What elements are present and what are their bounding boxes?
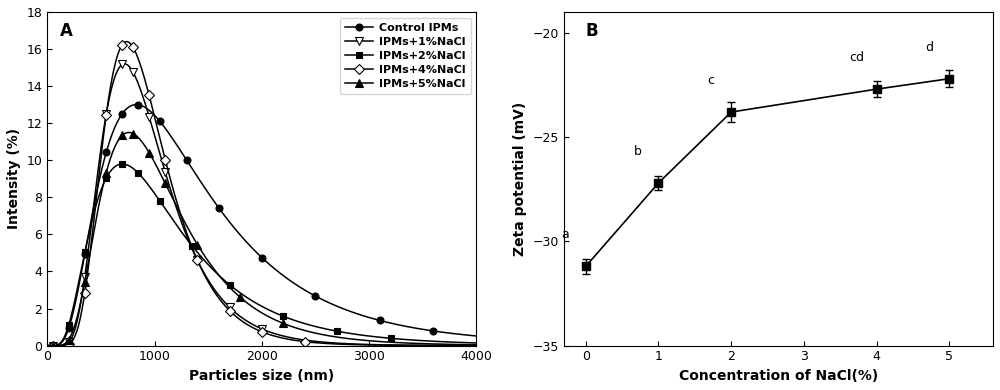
IPMs+4%NaCl (224, 308, 236, 313)
IPMs+1%NaCl (100, 112, 112, 116)
IPMs+5%NaCl (234, 295, 246, 300)
Y-axis label: Zeta potential (mV): Zeta potential (mV) (513, 102, 527, 256)
IPMs+5%NaCl (143, 150, 155, 155)
Text: d: d (925, 41, 933, 54)
Text: c: c (707, 74, 714, 87)
IPMs+2%NaCl (186, 243, 198, 248)
IPMs+5%NaCl (63, 337, 75, 342)
IPMs+5%NaCl (127, 131, 139, 136)
IPMs+4%NaCl (143, 93, 155, 98)
IPMs+1%NaCl (143, 114, 155, 119)
IPMs+4%NaCl (299, 339, 311, 344)
IPMs+5%NaCl (47, 343, 59, 348)
IPMs+2%NaCl (79, 250, 91, 255)
Control IPMs (154, 119, 166, 124)
Text: a: a (562, 229, 569, 241)
IPMs+1%NaCl (224, 305, 236, 310)
IPMs+1%NaCl (63, 340, 75, 345)
IPMs+1%NaCl (47, 343, 59, 348)
Legend: Control IPMs, IPMs+1%NaCl, IPMs+2%NaCl, IPMs+4%NaCl, IPMs+5%NaCl: Control IPMs, IPMs+1%NaCl, IPMs+2%NaCl, … (340, 18, 471, 94)
Control IPMs (427, 329, 439, 333)
Control IPMs (374, 318, 386, 323)
IPMs+5%NaCl (100, 170, 112, 175)
Control IPMs (116, 111, 128, 116)
IPMs+2%NaCl (132, 171, 144, 176)
X-axis label: Particles size (nm): Particles size (nm) (189, 369, 334, 383)
X-axis label: Concentration of NaCl(%): Concentration of NaCl(%) (679, 369, 878, 383)
IPMs+1%NaCl (79, 274, 91, 279)
Line: IPMs+1%NaCl: IPMs+1%NaCl (48, 60, 266, 350)
IPMs+4%NaCl (127, 45, 139, 50)
IPMs+5%NaCl (159, 181, 171, 186)
Control IPMs (47, 343, 59, 348)
IPMs+4%NaCl (159, 157, 171, 162)
IPMs+2%NaCl (47, 343, 59, 348)
Text: cd: cd (849, 51, 864, 64)
Y-axis label: Intensity (%): Intensity (%) (7, 128, 21, 229)
Control IPMs (309, 294, 321, 298)
IPMs+2%NaCl (224, 282, 236, 287)
IPMs+2%NaCl (331, 329, 343, 333)
Line: IPMs+5%NaCl: IPMs+5%NaCl (48, 129, 287, 350)
IPMs+4%NaCl (256, 330, 268, 334)
Text: A: A (60, 22, 73, 40)
IPMs+1%NaCl (191, 258, 203, 263)
IPMs+4%NaCl (191, 258, 203, 262)
IPMs+4%NaCl (63, 342, 75, 347)
IPMs+1%NaCl (116, 62, 128, 67)
Line: IPMs+2%NaCl: IPMs+2%NaCl (49, 161, 394, 349)
Text: b: b (634, 145, 642, 158)
Control IPMs (79, 252, 91, 257)
IPMs+2%NaCl (63, 323, 75, 328)
Line: Control IPMs: Control IPMs (49, 101, 437, 349)
IPMs+2%NaCl (385, 336, 397, 340)
IPMs+4%NaCl (100, 112, 112, 117)
Control IPMs (132, 103, 144, 107)
Control IPMs (213, 206, 225, 210)
IPMs+5%NaCl (116, 133, 128, 138)
IPMs+5%NaCl (79, 279, 91, 284)
Control IPMs (181, 158, 193, 163)
IPMs+5%NaCl (191, 242, 203, 247)
IPMs+2%NaCl (116, 161, 128, 166)
IPMs+2%NaCl (277, 314, 289, 319)
IPMs+4%NaCl (116, 42, 128, 47)
Control IPMs (63, 326, 75, 331)
IPMs+5%NaCl (277, 321, 289, 326)
IPMs+4%NaCl (79, 291, 91, 295)
Text: B: B (585, 22, 598, 40)
IPMs+2%NaCl (100, 176, 112, 181)
IPMs+1%NaCl (256, 326, 268, 331)
IPMs+4%NaCl (47, 343, 59, 348)
Control IPMs (256, 255, 268, 260)
IPMs+1%NaCl (159, 170, 171, 175)
IPMs+1%NaCl (127, 70, 139, 74)
Control IPMs (100, 150, 112, 154)
Line: IPMs+4%NaCl: IPMs+4%NaCl (49, 41, 308, 349)
IPMs+2%NaCl (154, 199, 166, 204)
